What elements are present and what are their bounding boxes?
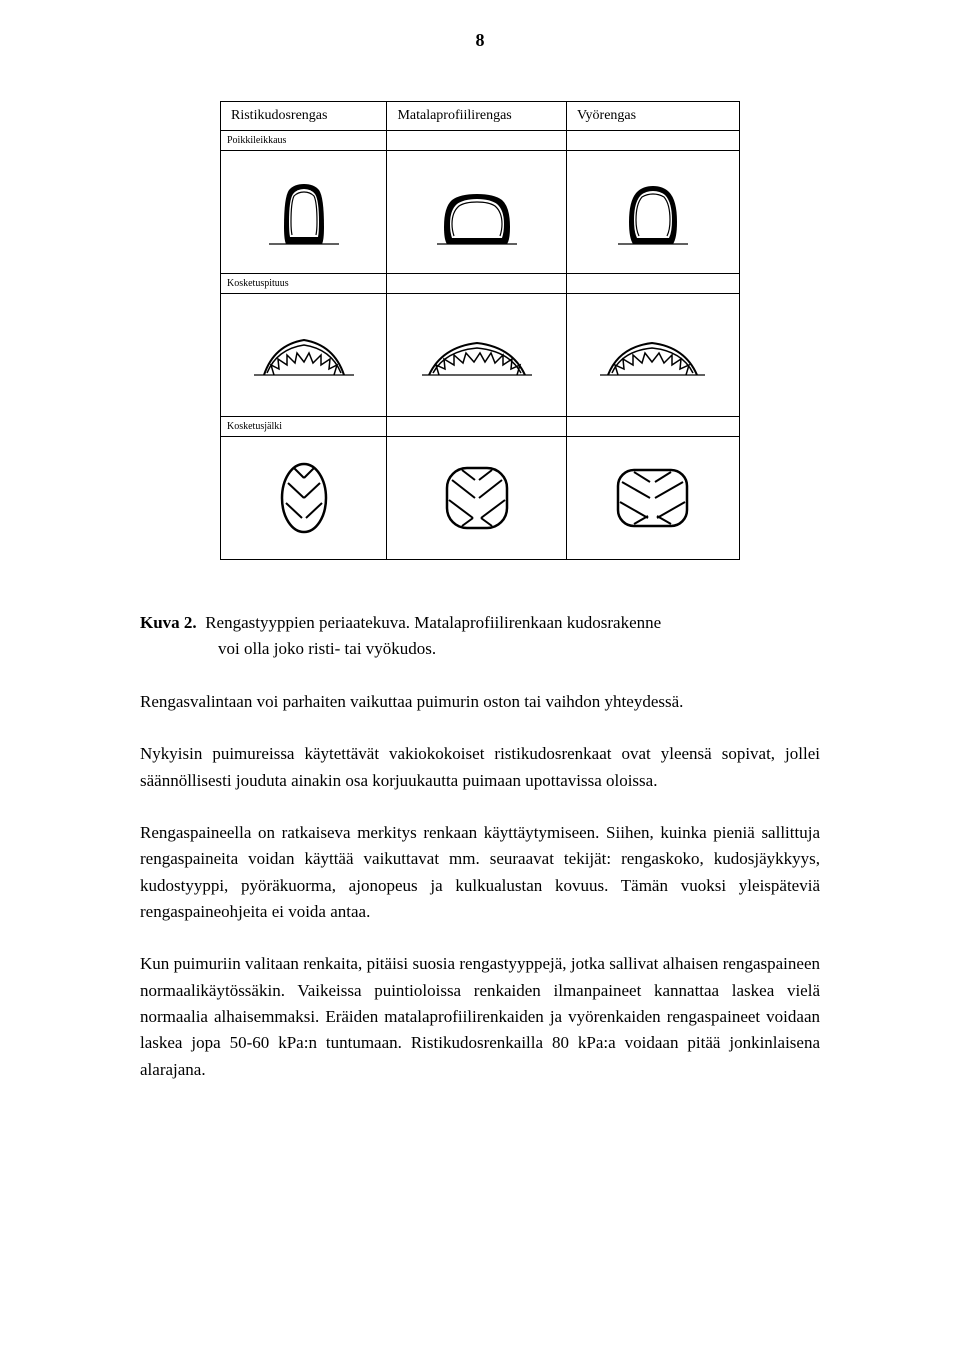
rounded-square-tread-icon: [437, 458, 517, 538]
caption-text: Rengastyyppien periaatekuva. Matalaprofi…: [205, 613, 661, 632]
footprint-cell: [387, 437, 567, 560]
tire-tread-side-icon: [417, 325, 537, 385]
body-paragraph: Nykyisin puimureissa käytettävät vakioko…: [140, 741, 820, 794]
contact-length-cell: [566, 294, 739, 417]
tire-tread-side-icon: [249, 325, 359, 385]
cross-section-cell: [387, 151, 567, 274]
round-tire-icon: [613, 172, 693, 252]
wide-square-tread-icon: [610, 458, 695, 538]
page-number: 8: [140, 30, 820, 51]
row-label-empty: [387, 274, 567, 294]
low-wide-tire-icon: [432, 172, 522, 252]
column-header: Matalaprofiilirengas: [387, 102, 567, 131]
row-label: Kosketusjälki: [221, 417, 387, 437]
column-header: Ristikudosrengas: [221, 102, 387, 131]
figure-caption: Kuva 2. Rengastyyppien periaatekuva. Mat…: [140, 610, 820, 661]
body-paragraph: Rengaspaineella on ratkaiseva merkitys r…: [140, 820, 820, 925]
document-page: 8 Ristikudosrengas Matalaprofiilirengas …: [0, 0, 960, 1353]
body-paragraph: Kun puimuriin valitaan renkaita, pitäisi…: [140, 951, 820, 1083]
body-paragraph: Rengasvalintaan voi parhaiten vaikuttaa …: [140, 689, 820, 715]
row-label: Kosketuspituus: [221, 274, 387, 294]
contact-length-cell: [387, 294, 567, 417]
cross-section-cell: [221, 151, 387, 274]
row-label-empty: [566, 274, 739, 294]
cross-section-cell: [566, 151, 739, 274]
footprint-cell: [566, 437, 739, 560]
caption-label: Kuva 2.: [140, 613, 197, 632]
row-label-empty: [387, 131, 567, 151]
caption-text-cont: voi olla joko risti- tai vyökudos.: [218, 636, 820, 662]
tall-narrow-tire-icon: [264, 172, 344, 252]
row-label-empty: [387, 417, 567, 437]
tire-tread-side-icon: [595, 325, 710, 385]
contact-length-cell: [221, 294, 387, 417]
column-header: Vyörengas: [566, 102, 739, 131]
footprint-cell: [221, 437, 387, 560]
narrow-oval-tread-icon: [274, 458, 334, 538]
row-label-empty: [566, 131, 739, 151]
row-label-empty: [566, 417, 739, 437]
tire-types-table: Ristikudosrengas Matalaprofiilirengas Vy…: [220, 101, 740, 560]
row-label: Poikkileikkaus: [221, 131, 387, 151]
